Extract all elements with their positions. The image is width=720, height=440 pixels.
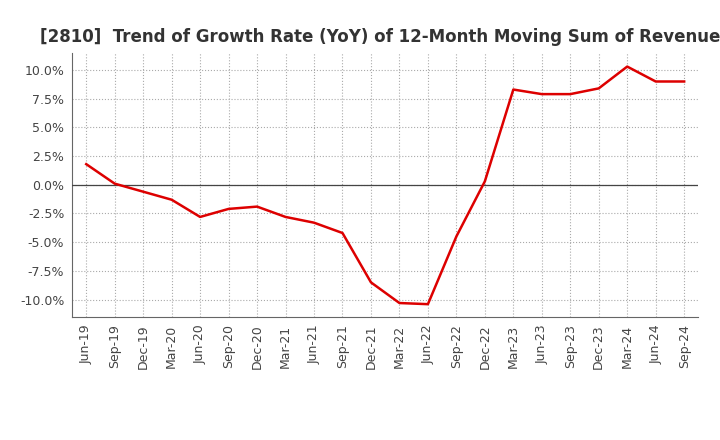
Title: [2810]  Trend of Growth Rate (YoY) of 12-Month Moving Sum of Revenues: [2810] Trend of Growth Rate (YoY) of 12-… [40, 28, 720, 46]
